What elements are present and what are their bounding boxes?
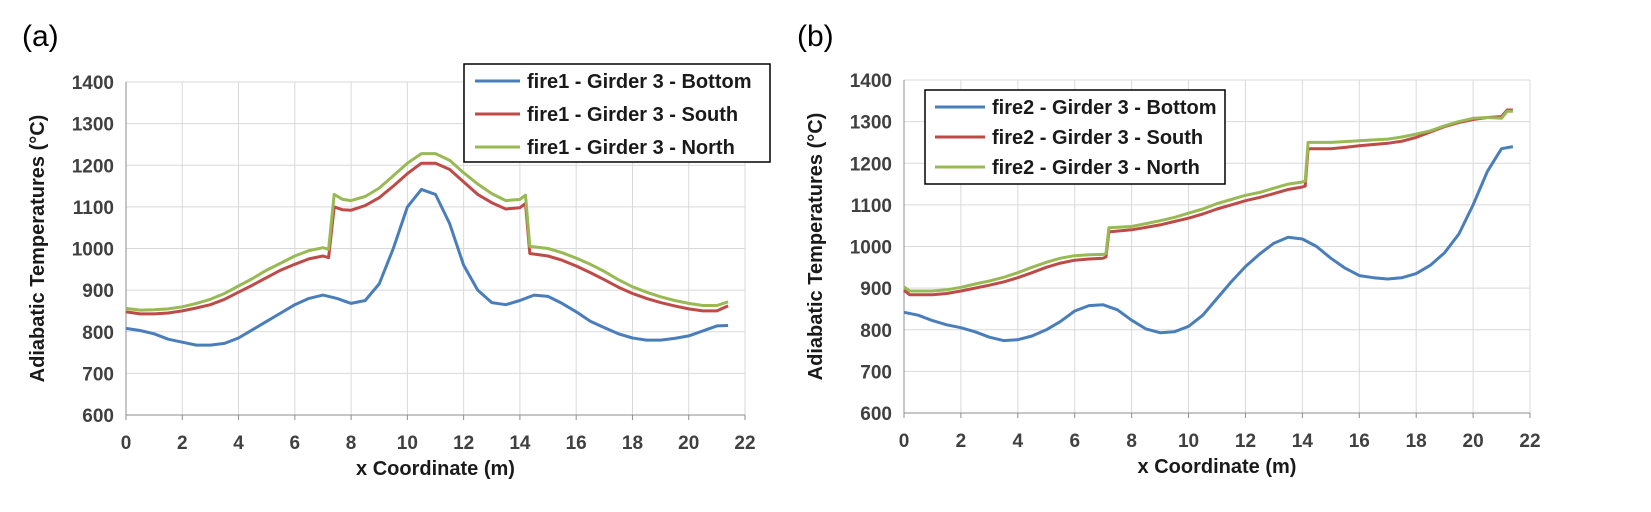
x-tick-label: 6 [1069,431,1080,452]
y-tick-label: 1000 [850,238,892,259]
y-tick-label: 700 [860,362,892,383]
x-tick-label: 18 [622,433,643,454]
x-tick-label: 8 [346,433,357,454]
legend: fire1 - Girder 3 - Bottom fire1 - Girder … [463,63,771,163]
y-tick-label: 800 [860,321,892,342]
y-tick-label: 1300 [72,115,114,136]
y-tick-label: 1100 [73,198,114,219]
legend-entry: fire2 - Girder 3 - North [992,157,1200,179]
y-tick-label: 1400 [850,71,892,92]
x-axis-label: x Coordinate (m) [1138,456,1297,478]
x-tick-label: 2 [956,431,967,452]
chart-panel-1: (b) 600 700 800 900 1000 1100 1200 1300 1400 0 2 4 6 8… [797,20,1541,478]
x-tick-label: 4 [1013,431,1024,452]
x-tick-label: 4 [233,433,244,454]
y-tick-label: 1200 [72,156,114,177]
legend-entry: fire1 - Girder 3 - North [527,137,735,159]
y-tick-label: 700 [82,364,114,385]
y-tick-label: 600 [860,404,892,425]
y-tick-label: 1000 [72,240,114,261]
x-tick-label: 22 [1519,431,1540,452]
x-tick-label: 12 [1235,431,1256,452]
legend-entry: fire2 - Girder 3 - Bottom [992,97,1216,119]
y-axis-label: Adiabatic Temperatures (°C) [805,113,827,381]
x-tick-label: 10 [1178,431,1199,452]
x-tick-label: 0 [121,433,132,454]
series-line-1 [903,108,1513,297]
y-tick-label: 600 [82,406,114,427]
x-tick-label: 14 [509,433,531,454]
x-tick-label: 20 [678,433,699,454]
x-tick-label: 22 [734,433,755,454]
panel-label: (b) [797,20,834,53]
x-tick-label: 0 [899,431,910,452]
series-line-2 [125,152,729,312]
y-tick-label: 900 [82,281,114,302]
y-tick-label: 900 [860,279,892,300]
x-tick-label: 14 [1292,431,1314,452]
legend-entry: fire1 - Girder 3 - South [527,104,738,126]
legend-entry: fire1 - Girder 3 - Bottom [527,71,751,93]
chart-panel-0: (a) 600 700 800 900 1000 1100 1200 1300 1400 0 2 4 6 8… [22,20,771,480]
legend: fire2 - Girder 3 - Bottom fire2 - Girder … [924,89,1226,185]
y-axis-label: Adiabatic Temperatures (°C) [27,115,49,383]
legend-entry: fire2 - Girder 3 - South [992,127,1203,149]
x-tick-label: 6 [290,433,301,454]
x-tick-label: 10 [397,433,418,454]
x-tick-label: 20 [1463,431,1484,452]
y-tick-label: 1100 [851,196,892,217]
y-tick-label: 1400 [72,73,114,94]
x-tick-label: 8 [1126,431,1137,452]
series-line-0 [903,145,1514,343]
y-tick-label: 1200 [850,154,892,175]
y-tick-label: 800 [82,323,114,344]
x-tick-label: 12 [453,433,474,454]
x-tick-label: 16 [566,433,587,454]
x-tick-label: 18 [1406,431,1427,452]
x-tick-label: 16 [1349,431,1370,452]
x-axis-label: x Coordinate (m) [356,458,515,480]
panel-label: (a) [22,20,59,53]
series-line-0 [125,187,729,347]
x-tick-label: 2 [177,433,188,454]
series-line-2 [903,109,1513,293]
series-line-1 [125,161,729,316]
y-tick-label: 1300 [850,113,892,134]
